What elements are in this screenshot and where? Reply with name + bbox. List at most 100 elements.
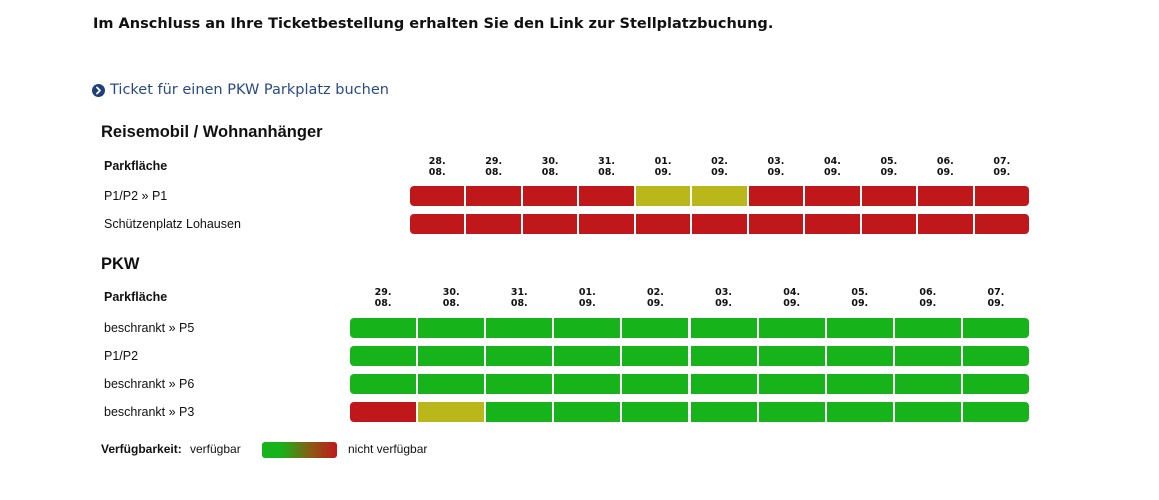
date-header: 28. 08.	[428, 156, 446, 178]
availability-cell[interactable]	[418, 374, 485, 394]
pkw-ticket-booking-link[interactable]: Ticket für einen PKW Parkplatz buchen	[92, 80, 389, 100]
availability-cell[interactable]	[486, 402, 553, 422]
availability-cell[interactable]	[690, 346, 757, 366]
availability-cell[interactable]	[486, 346, 553, 366]
availability-cell[interactable]	[418, 346, 485, 366]
date-header: 06. 09.	[919, 287, 937, 309]
date-header: 06. 09.	[936, 156, 954, 178]
availability-cell[interactable]	[894, 402, 961, 422]
availability-cell[interactable]	[826, 402, 893, 422]
date-header: 30. 08.	[442, 287, 460, 309]
availability-cell[interactable]	[974, 186, 1029, 206]
availability-cell[interactable]	[466, 214, 521, 234]
availability-cell[interactable]	[635, 186, 691, 206]
availability-cell[interactable]	[622, 374, 689, 394]
date-header: 04. 09.	[783, 287, 801, 309]
date-header: 07. 09.	[993, 156, 1011, 178]
parking-area-label: beschrankt » P3	[104, 405, 195, 419]
parking-area-label: beschrankt » P6	[104, 377, 195, 391]
availability-cell[interactable]	[861, 186, 917, 206]
availability-cell[interactable]	[962, 374, 1029, 394]
legend-unavailable-label: nicht verfügbar	[348, 442, 428, 456]
availability-cell[interactable]	[861, 214, 917, 234]
availability-cell[interactable]	[554, 374, 621, 394]
availability-cell[interactable]	[692, 214, 747, 234]
availability-cell[interactable]	[805, 186, 860, 206]
availability-cell[interactable]	[690, 402, 757, 422]
availability-cell[interactable]	[748, 186, 804, 206]
column-header-parkflaeche: Parkfläche	[104, 290, 168, 304]
availability-cell[interactable]	[466, 186, 521, 206]
section-title-reisemobil: Reisemobil / Wohnanhänger	[101, 123, 323, 141]
parking-area-label: P1/P2 » P1	[104, 189, 168, 203]
date-header: 30. 08.	[541, 156, 559, 178]
availability-cell[interactable]	[554, 318, 621, 338]
availability-cell[interactable]	[758, 374, 825, 394]
section-title-pkw: PKW	[101, 255, 140, 273]
availability-cell[interactable]	[690, 318, 757, 338]
booking-link-label: Ticket für einen PKW Parkplatz buchen	[110, 82, 389, 98]
availability-cell[interactable]	[486, 374, 553, 394]
availability-cell[interactable]	[418, 402, 485, 422]
legend-gradient-bar	[262, 442, 337, 458]
availability-cell[interactable]	[748, 214, 804, 234]
date-header: 01. 09.	[578, 287, 596, 309]
availability-cell[interactable]	[758, 318, 825, 338]
availability-cell[interactable]	[579, 214, 634, 234]
availability-cell[interactable]	[579, 186, 634, 206]
availability-cell[interactable]	[918, 186, 973, 206]
date-header: 29. 08.	[485, 156, 503, 178]
date-header: 31. 08.	[598, 156, 615, 178]
availability-cell[interactable]	[894, 318, 961, 338]
chevron-circle-right-icon	[92, 83, 105, 97]
availability-cell[interactable]	[622, 318, 689, 338]
availability-cell[interactable]	[826, 374, 893, 394]
availability-cell[interactable]	[826, 346, 893, 366]
availability-cell[interactable]	[350, 402, 417, 422]
availability-cell[interactable]	[826, 318, 893, 338]
date-header: 31. 08.	[510, 287, 528, 309]
date-header: 03. 09.	[767, 156, 785, 178]
availability-cell[interactable]	[622, 402, 689, 422]
availability-cell[interactable]	[554, 402, 621, 422]
availability-cell[interactable]	[962, 318, 1029, 338]
date-header: 02. 09.	[647, 287, 664, 309]
availability-cell[interactable]	[894, 346, 961, 366]
legend-title: Verfügbarkeit:	[101, 442, 182, 456]
availability-cell[interactable]	[805, 214, 860, 234]
date-header: 05. 09.	[880, 156, 898, 178]
availability-cell[interactable]	[690, 374, 757, 394]
availability-cell[interactable]	[522, 186, 578, 206]
availability-cell[interactable]	[758, 402, 825, 422]
date-header: 05. 09.	[851, 287, 869, 309]
intro-text: Im Anschluss an Ihre Ticketbestellung er…	[93, 16, 774, 32]
availability-cell[interactable]	[350, 374, 417, 394]
availability-cell[interactable]	[622, 346, 689, 366]
date-header: 29. 08.	[374, 287, 392, 309]
parking-area-label: beschrankt » P5	[104, 321, 195, 335]
availability-cell[interactable]	[894, 374, 961, 394]
date-header: 03. 09.	[715, 287, 732, 309]
availability-cell[interactable]	[962, 346, 1029, 366]
parking-area-label: P1/P2	[104, 349, 139, 363]
date-header: 07. 09.	[987, 287, 1005, 309]
availability-cell[interactable]	[692, 186, 747, 206]
availability-cell[interactable]	[486, 318, 553, 338]
availability-cell[interactable]	[758, 346, 825, 366]
availability-cell[interactable]	[410, 186, 465, 206]
availability-cell[interactable]	[918, 214, 973, 234]
column-header-parkflaeche: Parkfläche	[104, 159, 168, 173]
date-header: 01. 09.	[654, 156, 672, 178]
parking-area-label: Schützenplatz Lohausen	[104, 217, 241, 231]
date-header: 02. 09.	[711, 156, 728, 178]
availability-cell[interactable]	[418, 318, 485, 338]
availability-cell[interactable]	[635, 214, 691, 234]
availability-cell[interactable]	[974, 214, 1029, 234]
availability-cell[interactable]	[522, 214, 578, 234]
availability-cell[interactable]	[350, 318, 417, 338]
availability-cell[interactable]	[962, 402, 1029, 422]
availability-cell[interactable]	[554, 346, 621, 366]
availability-cell[interactable]	[350, 346, 417, 366]
availability-cell[interactable]	[410, 214, 465, 234]
legend-available-label: verfügbar	[190, 442, 241, 456]
